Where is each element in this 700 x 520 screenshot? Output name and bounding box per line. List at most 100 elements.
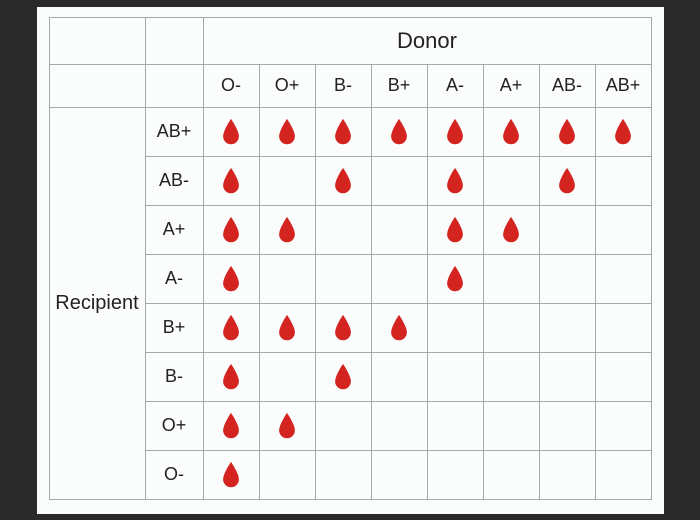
compat-cell (315, 401, 371, 450)
recipient-type-label: B- (145, 352, 203, 401)
compat-cell (259, 205, 315, 254)
compat-cell (427, 107, 483, 156)
compat-cell (371, 107, 427, 156)
compat-cell (595, 303, 651, 352)
compat-cell (315, 107, 371, 156)
compat-cell (203, 107, 259, 156)
blood-drop-icon (220, 265, 242, 293)
compat-cell (427, 352, 483, 401)
blood-drop-icon (444, 216, 466, 244)
compat-cell (203, 254, 259, 303)
blood-drop-icon (276, 118, 298, 146)
blood-drop-icon (220, 314, 242, 342)
donor-type-label: B+ (371, 64, 427, 107)
compat-cell (539, 303, 595, 352)
page-background: Donor O- O+ B- B+ A- A+ AB- AB+ Recipien… (0, 0, 700, 520)
blood-drop-icon (220, 167, 242, 195)
table-row: Recipient AB+ (49, 107, 651, 156)
compat-cell (483, 205, 539, 254)
recipient-type-label: B+ (145, 303, 203, 352)
compat-cell (259, 401, 315, 450)
blood-drop-icon (388, 118, 410, 146)
compat-cell (427, 450, 483, 499)
blood-drop-icon (388, 314, 410, 342)
compat-cell (371, 401, 427, 450)
blood-drop-icon (444, 167, 466, 195)
compat-cell (595, 254, 651, 303)
blood-drop-icon (276, 314, 298, 342)
recipient-type-label: O- (145, 450, 203, 499)
compat-cell (595, 401, 651, 450)
compat-cell (371, 205, 427, 254)
compat-cell (427, 156, 483, 205)
compat-cell (483, 254, 539, 303)
corner-cell (49, 64, 145, 107)
compat-cell (427, 401, 483, 450)
donor-type-label: O+ (259, 64, 315, 107)
compat-cell (483, 303, 539, 352)
corner-cell (145, 17, 203, 64)
compat-cell (315, 156, 371, 205)
compat-cell (371, 156, 427, 205)
compat-cell (371, 450, 427, 499)
compat-cell (539, 205, 595, 254)
corner-cell (145, 64, 203, 107)
compat-cell (315, 450, 371, 499)
compat-cell (315, 303, 371, 352)
blood-drop-icon (556, 118, 578, 146)
compat-cell (203, 450, 259, 499)
compat-cell (539, 352, 595, 401)
donor-title: Donor (203, 17, 651, 64)
blood-drop-icon (556, 167, 578, 195)
blood-drop-icon (220, 412, 242, 440)
recipient-type-label: AB- (145, 156, 203, 205)
compat-cell (483, 450, 539, 499)
donor-type-label: A+ (483, 64, 539, 107)
compat-cell (203, 303, 259, 352)
compat-cell (595, 352, 651, 401)
compat-cell (427, 254, 483, 303)
header-row-donor: Donor (49, 17, 651, 64)
compat-cell (259, 107, 315, 156)
compat-cell (483, 352, 539, 401)
blood-drop-icon (500, 118, 522, 146)
compat-cell (315, 205, 371, 254)
recipient-type-label: AB+ (145, 107, 203, 156)
blood-drop-icon (220, 461, 242, 489)
recipient-title: Recipient (49, 107, 145, 499)
compat-cell (203, 352, 259, 401)
compat-cell (595, 205, 651, 254)
blood-drop-icon (612, 118, 634, 146)
compat-cell (595, 450, 651, 499)
compat-cell (539, 450, 595, 499)
donor-type-label: B- (315, 64, 371, 107)
blood-drop-icon (444, 265, 466, 293)
donor-type-label: AB- (539, 64, 595, 107)
blood-drop-icon (220, 118, 242, 146)
blood-drop-icon (332, 167, 354, 195)
blood-drop-icon (276, 216, 298, 244)
compat-cell (203, 156, 259, 205)
corner-cell (49, 17, 145, 64)
header-row-donor-types: O- O+ B- B+ A- A+ AB- AB+ (49, 64, 651, 107)
compat-cell (203, 205, 259, 254)
blood-drop-icon (500, 216, 522, 244)
chart-panel: Donor O- O+ B- B+ A- A+ AB- AB+ Recipien… (37, 7, 664, 514)
blood-drop-icon (332, 314, 354, 342)
donor-type-label: AB+ (595, 64, 651, 107)
compat-cell (595, 156, 651, 205)
compat-cell (259, 254, 315, 303)
compat-cell (539, 107, 595, 156)
compat-cell (371, 254, 427, 303)
blood-drop-icon (276, 412, 298, 440)
compat-cell (427, 303, 483, 352)
blood-drop-icon (220, 216, 242, 244)
compat-cell (315, 352, 371, 401)
compat-cell (539, 156, 595, 205)
compat-cell (483, 156, 539, 205)
blood-drop-icon (220, 363, 242, 391)
donor-type-label: A- (427, 64, 483, 107)
compat-cell (371, 303, 427, 352)
recipient-type-label: O+ (145, 401, 203, 450)
compat-cell (539, 254, 595, 303)
